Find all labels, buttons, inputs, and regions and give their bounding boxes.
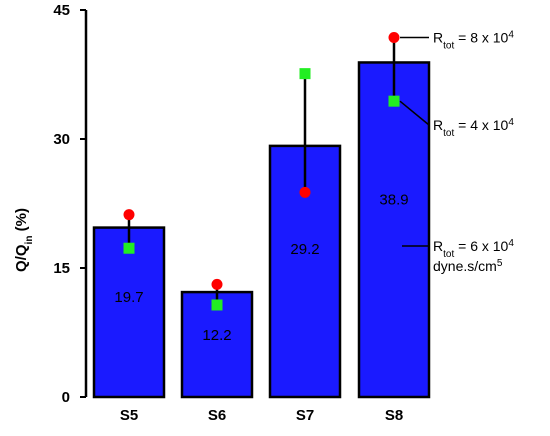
annotation-label: Rtot = 6 x 104 bbox=[433, 238, 514, 260]
annotation-text: = 8 x 10 bbox=[454, 30, 508, 46]
annotation-label: Rtot = 8 x 104 bbox=[433, 29, 514, 51]
bar-s5 bbox=[92, 226, 166, 399]
y-axis: 0 15 30 45 bbox=[53, 2, 88, 406]
annotation-text: = 4 x 10 bbox=[454, 117, 508, 133]
bar-s8 bbox=[357, 61, 431, 399]
bar-value-label: 38.9 bbox=[379, 192, 408, 209]
annotation-label: Rtot = 4 x 104 bbox=[433, 117, 514, 139]
y-tick-label: 0 bbox=[62, 389, 70, 406]
x-tick-label: S8 bbox=[385, 407, 403, 424]
y-axis-label-suffix: (%) bbox=[13, 208, 30, 236]
annotation-sub: tot bbox=[443, 128, 454, 139]
red-circle-marker bbox=[123, 209, 135, 221]
red-circle-marker bbox=[211, 278, 223, 290]
x-tick-label: S5 bbox=[120, 407, 138, 424]
y-axis-label-sub: in bbox=[24, 236, 35, 245]
y-tick-label: 15 bbox=[53, 260, 70, 277]
red-circle-marker bbox=[388, 32, 400, 44]
bars: 19.7 S5 12.2 S6 29.2 S7 38.9 S8 bbox=[92, 61, 431, 424]
green-square-marker bbox=[299, 68, 311, 80]
red-circle-marker bbox=[299, 186, 311, 198]
bar-value-label: 29.2 bbox=[290, 241, 319, 258]
x-tick-label: S6 bbox=[208, 407, 226, 424]
annotation-pre: R bbox=[433, 238, 443, 254]
y-tick-label: 45 bbox=[53, 2, 70, 19]
annotation-pre: R bbox=[433, 30, 443, 46]
y-axis-label-main: Q/Q bbox=[13, 244, 30, 272]
annotation-leader-line bbox=[399, 100, 430, 126]
annotation-sup: 4 bbox=[508, 29, 514, 40]
y-tick-label: 30 bbox=[53, 131, 70, 148]
annotation-sub: tot bbox=[443, 249, 454, 260]
green-square-marker bbox=[123, 242, 135, 254]
green-square-marker bbox=[211, 299, 223, 311]
annotation-sup: 4 bbox=[508, 238, 514, 249]
y-axis-label: Q/Qin (%) bbox=[13, 208, 35, 272]
markers bbox=[123, 32, 400, 311]
bar-value-label: 19.7 bbox=[114, 289, 143, 306]
annotation-units: dyne.s/cm5 bbox=[433, 258, 503, 275]
annotation-units-sup: 5 bbox=[497, 258, 503, 269]
green-square-marker bbox=[388, 95, 400, 107]
annotation-text: = 6 x 10 bbox=[454, 238, 508, 254]
bar-value-label: 12.2 bbox=[202, 327, 231, 344]
annotation-pre: R bbox=[433, 117, 443, 133]
bar-s6 bbox=[180, 290, 254, 399]
annotation-units-text: dyne.s/cm bbox=[433, 258, 497, 274]
annotation-sub: tot bbox=[443, 40, 454, 51]
annotation-sup: 4 bbox=[508, 117, 514, 128]
x-tick-label: S7 bbox=[296, 407, 314, 424]
